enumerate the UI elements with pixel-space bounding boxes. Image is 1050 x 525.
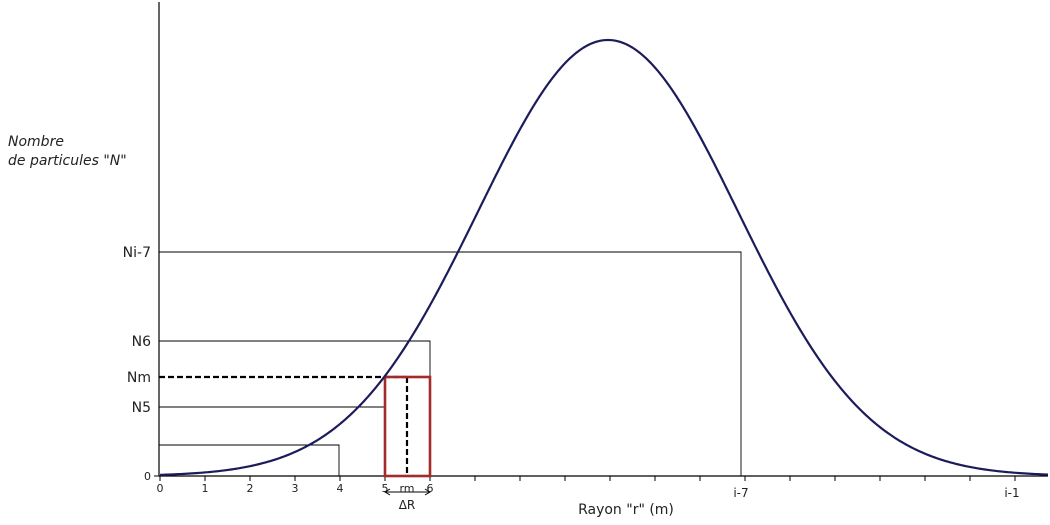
x-tick-label-2: 2 xyxy=(247,482,254,495)
x-tick-label-i1: i-1 xyxy=(1004,486,1019,500)
distribution-curve xyxy=(159,38,1049,476)
guide-n4 xyxy=(159,444,340,476)
x-tick-label-1: 1 xyxy=(202,482,209,495)
y-tick-label-ni7: Ni-7 xyxy=(123,245,151,261)
y-axis-title-line2: de particules "N" xyxy=(8,153,127,169)
interval-highlight-rect xyxy=(383,375,432,478)
y-tick-label-n6: N6 xyxy=(132,334,151,350)
x-tick-label-0: 0 xyxy=(157,482,164,495)
x-axis-minor-ticks xyxy=(154,475,1016,481)
y-tick-label-nm: Nm xyxy=(127,370,151,386)
x-tick-label-3: 3 xyxy=(292,482,299,495)
x-tick-label-rm: rm xyxy=(399,482,414,495)
x-axis-title: Rayon "r" (m) xyxy=(578,502,674,518)
x-tick-label-4: 4 xyxy=(337,482,344,495)
y-tick-label-zero: 0 xyxy=(144,470,151,483)
x-tick-label-5: 5 xyxy=(382,482,389,495)
guide-n6 xyxy=(159,340,431,476)
delta-r-arrow xyxy=(384,488,431,496)
x-tick-label-6: 6 xyxy=(427,482,434,495)
y-tick-label-n5: N5 xyxy=(132,400,151,416)
x-tick-label-i7: i-7 xyxy=(733,486,748,500)
delta-r-label: ΔR xyxy=(399,498,416,512)
y-axis-title-line1: Nombre xyxy=(8,134,64,150)
guide-ni7 xyxy=(159,251,742,476)
